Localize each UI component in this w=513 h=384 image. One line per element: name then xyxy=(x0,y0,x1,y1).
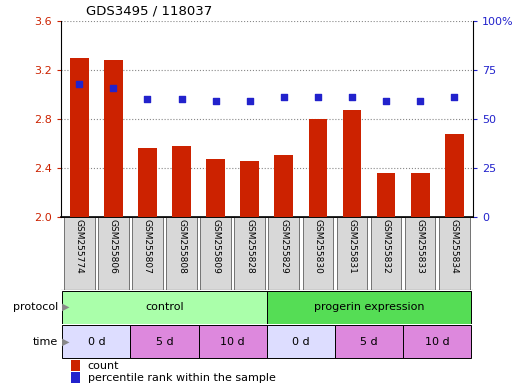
Point xyxy=(75,81,84,87)
Bar xyxy=(98,217,129,290)
Text: time: time xyxy=(33,337,58,347)
Bar xyxy=(411,173,429,217)
Text: GSM255833: GSM255833 xyxy=(416,219,425,274)
Bar xyxy=(274,154,293,217)
Bar xyxy=(132,217,163,290)
Text: GDS3495 / 118037: GDS3495 / 118037 xyxy=(86,4,212,17)
Text: GSM255807: GSM255807 xyxy=(143,219,152,274)
Bar xyxy=(241,161,259,217)
Bar xyxy=(62,325,130,358)
Bar xyxy=(377,173,396,217)
Text: ▶: ▶ xyxy=(62,302,69,312)
Point xyxy=(246,98,254,104)
Bar xyxy=(206,159,225,217)
Bar xyxy=(371,217,401,290)
Text: GSM255829: GSM255829 xyxy=(279,219,288,274)
Text: 10 d: 10 d xyxy=(221,337,245,347)
Point xyxy=(382,98,390,104)
Text: GSM255774: GSM255774 xyxy=(75,219,84,274)
Bar xyxy=(335,325,403,358)
Text: GSM255831: GSM255831 xyxy=(347,219,357,274)
Bar xyxy=(308,119,327,217)
Bar xyxy=(234,217,265,290)
Bar xyxy=(445,134,464,217)
Text: ▶: ▶ xyxy=(62,337,69,347)
Bar xyxy=(104,60,123,217)
Text: 5 d: 5 d xyxy=(155,337,173,347)
Point xyxy=(280,94,288,101)
Text: protocol: protocol xyxy=(13,302,58,312)
Bar xyxy=(268,217,299,290)
Text: GSM255809: GSM255809 xyxy=(211,219,220,274)
Bar xyxy=(71,360,80,371)
Text: GSM255806: GSM255806 xyxy=(109,219,118,274)
Bar xyxy=(166,217,197,290)
Bar xyxy=(199,325,267,358)
Text: 0 d: 0 d xyxy=(88,337,105,347)
Bar xyxy=(138,149,157,217)
Point xyxy=(109,84,117,91)
Text: 10 d: 10 d xyxy=(425,337,449,347)
Point xyxy=(177,96,186,103)
Text: progerin expression: progerin expression xyxy=(314,302,424,312)
Text: 0 d: 0 d xyxy=(292,337,310,347)
Point xyxy=(211,98,220,104)
Bar xyxy=(130,325,199,358)
Bar xyxy=(267,291,471,324)
Bar xyxy=(64,217,94,290)
Bar xyxy=(172,146,191,217)
Bar xyxy=(343,111,361,217)
Text: count: count xyxy=(88,361,119,371)
Bar xyxy=(403,325,471,358)
Point xyxy=(416,98,424,104)
Bar xyxy=(337,217,367,290)
Text: GSM255808: GSM255808 xyxy=(177,219,186,274)
Bar xyxy=(439,217,469,290)
Bar xyxy=(70,58,89,217)
Text: control: control xyxy=(145,302,184,312)
Point xyxy=(314,94,322,101)
Text: GSM255832: GSM255832 xyxy=(382,219,390,274)
Text: 5 d: 5 d xyxy=(360,337,378,347)
Bar xyxy=(62,291,267,324)
Bar xyxy=(405,217,436,290)
Text: GSM255834: GSM255834 xyxy=(450,219,459,274)
Text: GSM255830: GSM255830 xyxy=(313,219,322,274)
Point xyxy=(450,94,458,101)
Point xyxy=(143,96,151,103)
Bar xyxy=(71,372,80,383)
Text: percentile rank within the sample: percentile rank within the sample xyxy=(88,372,275,382)
Bar xyxy=(303,217,333,290)
Text: GSM255828: GSM255828 xyxy=(245,219,254,274)
Bar xyxy=(200,217,231,290)
Point xyxy=(348,94,356,101)
Bar xyxy=(267,325,335,358)
